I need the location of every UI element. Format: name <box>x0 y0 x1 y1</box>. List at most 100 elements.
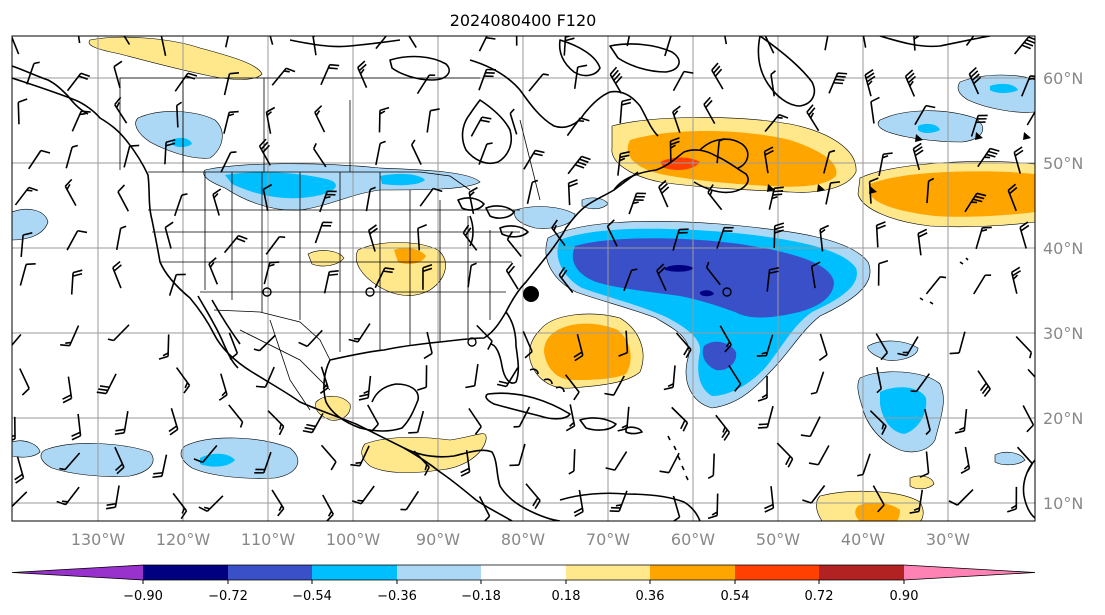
wind-barb <box>977 370 991 397</box>
lon-label: 130°W <box>71 530 126 549</box>
wind-barb <box>515 36 518 46</box>
wind-barb <box>378 106 390 133</box>
wind-barb <box>319 190 337 213</box>
wind-barb <box>193 444 218 464</box>
colorbar-tick-label: 0.54 <box>721 589 750 604</box>
hurricane-symbol <box>523 286 539 302</box>
colorbar-tick-label: −0.90 <box>123 589 163 604</box>
wind-barb <box>626 36 631 47</box>
wind-barb <box>728 365 742 392</box>
wind-barb <box>1027 368 1035 379</box>
wind-barb <box>152 454 168 479</box>
political-borders <box>119 77 541 411</box>
wind-barb <box>66 229 88 251</box>
wind-barb <box>460 449 471 477</box>
wind-barb <box>172 492 188 520</box>
wind-barb <box>467 262 477 288</box>
wind-barb <box>1019 221 1030 249</box>
wind-barb <box>764 113 789 133</box>
open-circle-marker <box>262 287 272 297</box>
wind-barb <box>912 142 924 171</box>
lon-label: 60°W <box>671 530 715 549</box>
wind-barb <box>419 187 443 207</box>
wind-barb <box>160 36 167 56</box>
wind-barb <box>12 416 16 441</box>
colorbar-extend-high <box>904 565 1035 580</box>
colorbar-labels: −0.90 −0.72 −0.54 −0.36 −0.18 0.18 0.36 … <box>123 589 918 604</box>
positive-anomaly-mid-atlantic-2 <box>909 475 935 490</box>
wind-barb <box>228 332 239 361</box>
wind-barb <box>764 36 775 54</box>
lon-label: 80°W <box>501 530 545 549</box>
wind-barb <box>707 453 715 480</box>
wind-barb <box>114 446 125 475</box>
wind-barb <box>604 375 625 396</box>
colorbar-segment <box>481 565 566 580</box>
negative-anomaly-pacific-nw-core <box>172 137 192 147</box>
wind-barb <box>564 374 580 401</box>
wind-barb <box>114 96 128 124</box>
wind-barb <box>224 36 230 48</box>
wind-barb <box>62 376 73 404</box>
open-circle-marker <box>467 337 477 347</box>
wind-barb <box>417 224 427 251</box>
wind-barb <box>115 225 127 251</box>
wind-barb <box>877 260 889 286</box>
wind-barb <box>872 485 885 513</box>
wind-barb <box>358 375 372 401</box>
negative-anomaly-east-pacific-2-core <box>200 453 235 467</box>
colorbar-tick-label: −0.36 <box>377 589 417 604</box>
wind-barb <box>168 408 179 436</box>
wind-barb <box>478 36 497 52</box>
wind-barb <box>1026 110 1035 126</box>
lon-label: 120°W <box>156 530 211 549</box>
wind-barb <box>960 446 971 474</box>
wind-barb <box>12 333 22 347</box>
wind-barb <box>672 70 694 92</box>
wind-barb <box>819 224 830 252</box>
wind-barb <box>269 36 274 45</box>
wind-barb <box>60 325 80 347</box>
negative-anomaly-ne-atlantic-2-core <box>990 83 1018 93</box>
wind-barb <box>105 485 120 510</box>
wind-barb <box>509 108 518 135</box>
wind-barb <box>70 269 83 295</box>
wind-barb <box>59 452 81 471</box>
wind-barb <box>573 489 584 517</box>
wind-barb <box>766 266 779 292</box>
wind-barb <box>255 366 275 389</box>
wind-barb <box>558 266 574 294</box>
wind-barb <box>618 330 629 357</box>
wind-barb <box>609 66 623 94</box>
wind-barb <box>413 450 430 476</box>
wind-barb <box>271 67 296 86</box>
wind-barb <box>319 366 329 394</box>
colorbar-tick-label: −0.72 <box>208 589 248 604</box>
wind-barb <box>220 151 237 173</box>
wind-barb <box>768 186 784 210</box>
lat-label: 10°N <box>1043 494 1083 513</box>
wind-barb <box>478 496 491 521</box>
wind-barb <box>875 333 889 361</box>
wind-barb <box>258 138 271 166</box>
wind-barb <box>808 445 830 466</box>
wind-barb <box>776 442 794 468</box>
wind-barb <box>1007 486 1018 513</box>
wind-barb <box>350 445 370 467</box>
wind-barb <box>605 451 628 471</box>
map-area <box>12 36 1035 521</box>
wind-barb <box>312 143 327 168</box>
wind-barb <box>526 179 539 204</box>
wind-barb <box>302 412 324 434</box>
wind-barb <box>1015 335 1033 359</box>
wind-barb <box>664 36 672 57</box>
wind-barb <box>20 232 33 257</box>
negative-anomaly-gulf-stream <box>514 206 576 229</box>
wind-barb <box>573 64 588 89</box>
wind-barb <box>724 36 728 45</box>
wind-barb <box>28 149 51 170</box>
wind-barb <box>716 137 725 164</box>
colorbar-segment <box>312 565 397 580</box>
positive-anomaly-newfoundland-core <box>627 131 837 187</box>
wind-barb <box>476 324 493 350</box>
